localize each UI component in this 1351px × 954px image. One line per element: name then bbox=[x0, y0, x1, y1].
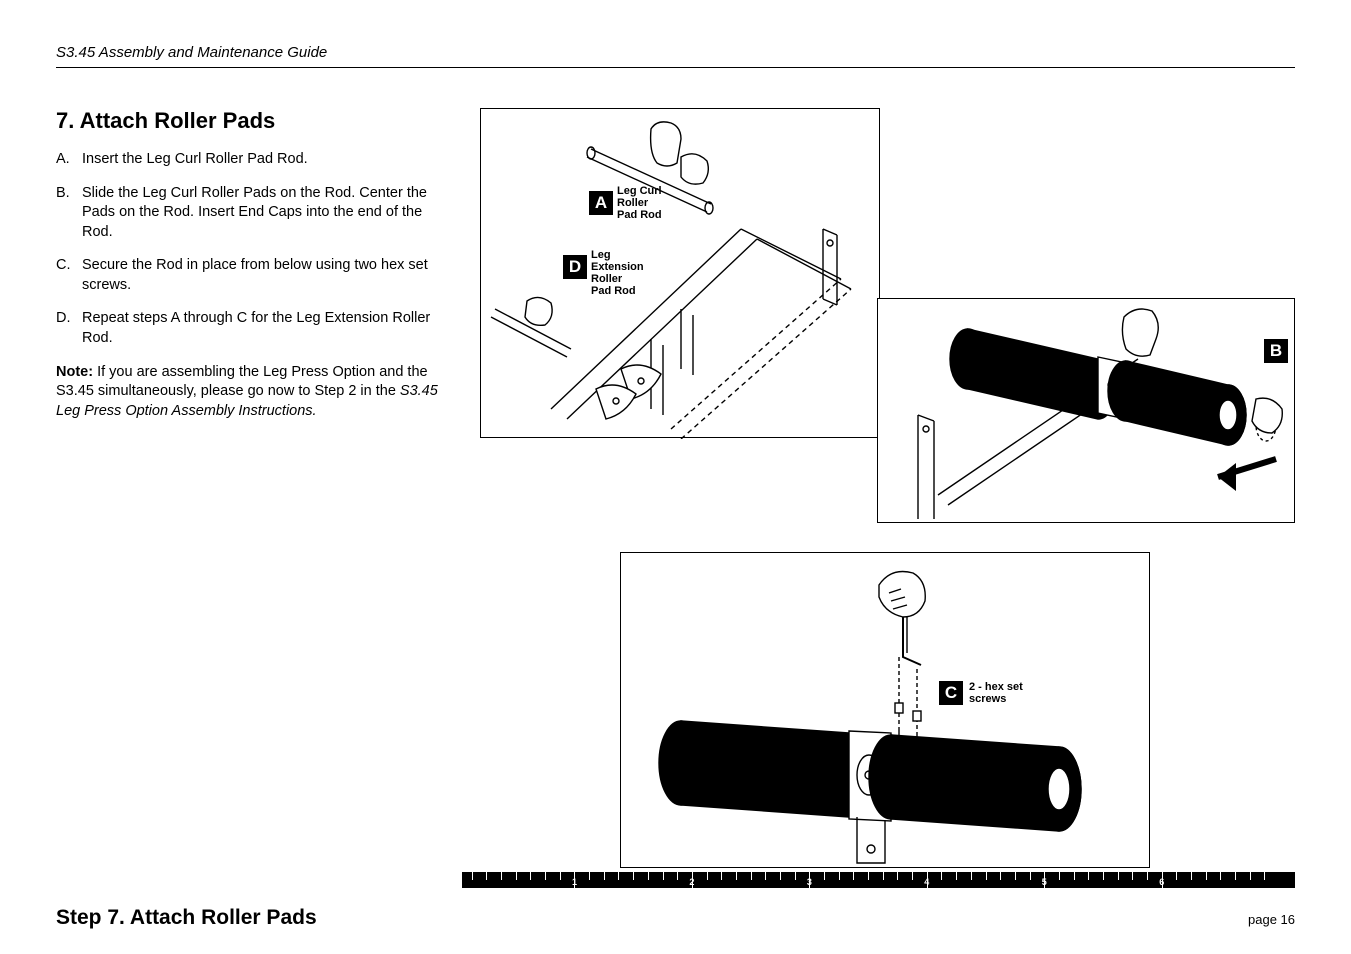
step-item: C. Secure the Rod in place from below us… bbox=[56, 256, 456, 295]
illustration-a: A Leg Curl Roller Pad Rod D Leg Extensio… bbox=[480, 108, 880, 438]
page-footer: Step 7. Attach Roller Pads page 16 bbox=[56, 906, 1295, 930]
footer-step-title: Step 7. Attach Roller Pads bbox=[56, 906, 317, 930]
doc-title: S3.45 Assembly and Maintenance Guide bbox=[56, 44, 327, 61]
section-title: 7. Attach Roller Pads bbox=[56, 108, 456, 134]
step-text: Secure the Rod in place from below using… bbox=[82, 256, 456, 295]
diagram-b-svg bbox=[878, 299, 1296, 524]
badge-c: C bbox=[939, 681, 963, 705]
step-letter: A. bbox=[56, 150, 82, 170]
steps-list: A. Insert the Leg Curl Roller Pad Rod. B… bbox=[56, 150, 456, 349]
badge-d-label: Leg Extension Roller Pad Rod bbox=[591, 249, 644, 297]
text-column: 7. Attach Roller Pads A. Insert the Leg … bbox=[56, 108, 456, 868]
step-letter: D. bbox=[56, 309, 82, 348]
badge-d: D bbox=[563, 255, 587, 279]
illustration-b: B bbox=[877, 298, 1295, 523]
document-header: S3.45 Assembly and Maintenance Guide bbox=[56, 44, 1295, 68]
note: Note: If you are assembling the Leg Pres… bbox=[56, 363, 456, 422]
badge-a: A bbox=[589, 191, 613, 215]
badge-c-label: 2 - hex set screws bbox=[969, 681, 1023, 705]
note-label: Note: bbox=[56, 364, 93, 380]
step-item: A. Insert the Leg Curl Roller Pad Rod. bbox=[56, 150, 456, 170]
badge-b: B bbox=[1264, 339, 1288, 363]
content-columns: 7. Attach Roller Pads A. Insert the Leg … bbox=[56, 108, 1295, 868]
step-text: Repeat steps A through C for the Leg Ext… bbox=[82, 309, 456, 348]
diagram-a-svg bbox=[481, 109, 881, 439]
step-text: Slide the Leg Curl Roller Pads on the Ro… bbox=[82, 184, 456, 243]
diagram-c-svg bbox=[621, 553, 1151, 869]
step-letter: C. bbox=[56, 256, 82, 295]
step-text: Insert the Leg Curl Roller Pad Rod. bbox=[82, 150, 308, 170]
badge-a-label: Leg Curl Roller Pad Rod bbox=[617, 185, 662, 221]
document-page: S3.45 Assembly and Maintenance Guide 7. … bbox=[0, 0, 1351, 954]
illustration-column: A Leg Curl Roller Pad Rod D Leg Extensio… bbox=[480, 108, 1295, 868]
step-item: B. Slide the Leg Curl Roller Pads on the… bbox=[56, 184, 456, 243]
note-text-a: If you are assembling the Leg Press Opti… bbox=[56, 364, 428, 400]
inch-ruler: 123456 bbox=[462, 872, 1295, 888]
step-letter: B. bbox=[56, 184, 82, 243]
illustration-c: C 2 - hex set screws bbox=[620, 552, 1150, 868]
page-number: page 16 bbox=[1248, 912, 1295, 927]
step-item: D. Repeat steps A through C for the Leg … bbox=[56, 309, 456, 348]
